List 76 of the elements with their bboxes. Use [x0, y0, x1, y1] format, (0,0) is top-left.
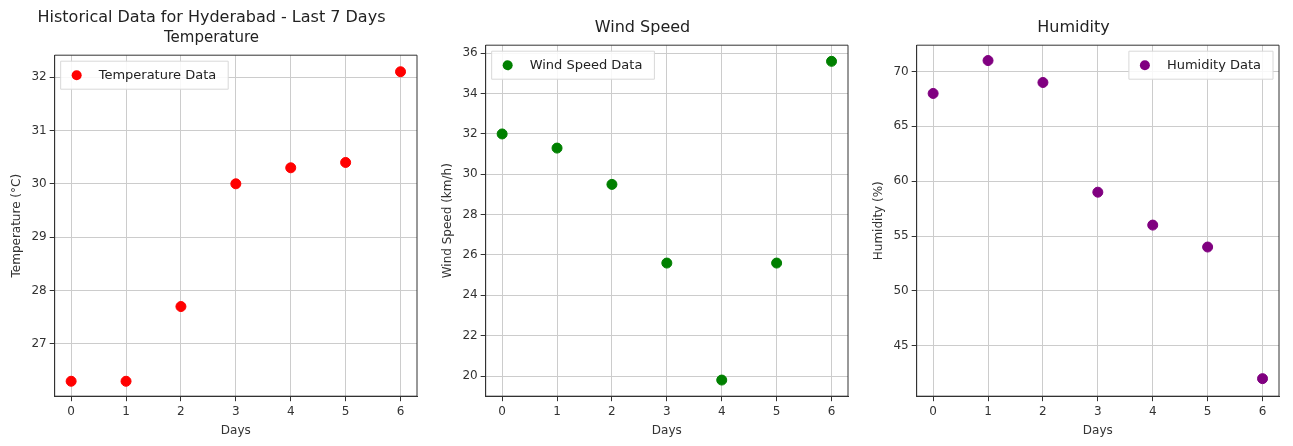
point	[395, 66, 407, 78]
point	[340, 156, 352, 168]
chart-subtitle: Temperature	[162, 28, 260, 47]
legend-label: Temperature Data	[97, 66, 217, 82]
chart-title: Humidity	[1037, 16, 1110, 36]
point	[1147, 219, 1159, 231]
x-tick-label: 1	[122, 403, 130, 418]
y-tick-label: 30	[462, 166, 478, 181]
legend-label: Humidity Data	[1166, 56, 1262, 72]
point	[661, 257, 673, 269]
y-axis-title: Wind Speed (km/h)	[440, 163, 455, 279]
point	[1037, 76, 1049, 88]
x-tick-label: 6	[1258, 403, 1267, 418]
x-tick-label: 3	[663, 403, 671, 418]
x-axis-title: Days	[220, 422, 251, 437]
x-tick-label: 3	[232, 403, 240, 418]
y-tick-label: 30	[31, 175, 47, 190]
point	[1202, 241, 1214, 253]
x-tick-label: 4	[717, 403, 726, 418]
y-tick-label: 28	[462, 206, 478, 221]
point	[285, 162, 297, 174]
x-tick-label: 5	[1203, 403, 1212, 418]
chart-title: Wind Speed	[594, 16, 691, 36]
y-axis-title: Humidity (%)	[871, 181, 886, 261]
point	[716, 374, 728, 386]
x-axis-title: Days	[1082, 422, 1113, 437]
y-tick-label: 65	[893, 118, 909, 133]
point	[826, 55, 838, 67]
y-tick-label: 27	[31, 336, 47, 351]
point	[551, 142, 563, 154]
y-tick-label: 22	[462, 327, 478, 342]
y-tick-label: 55	[893, 228, 909, 243]
chart-title: Historical Data for Hyderabad - Last 7 Days	[37, 6, 386, 26]
point	[65, 375, 77, 387]
x-tick-label: 6	[396, 403, 405, 418]
x-tick-label: 4	[286, 403, 295, 418]
y-tick-label: 26	[462, 247, 478, 262]
x-tick-label: 0	[498, 403, 506, 418]
y-tick-label: 28	[31, 282, 47, 297]
y-tick-label: 31	[31, 122, 47, 137]
point	[982, 55, 994, 67]
x-axis-title: Days	[651, 422, 682, 437]
point	[927, 87, 939, 99]
y-tick-label: 24	[462, 287, 478, 302]
y-tick-label: 34	[462, 85, 478, 100]
x-tick-label: 1	[553, 403, 561, 418]
x-tick-label: 0	[67, 403, 75, 418]
point	[606, 178, 618, 190]
point	[120, 375, 132, 387]
y-tick-label: 32	[31, 69, 47, 84]
x-tick-label: 2	[1039, 403, 1047, 418]
x-tick-label: 5	[341, 403, 350, 418]
y-tick-label: 50	[893, 283, 909, 298]
y-tick-label: 20	[462, 368, 478, 383]
y-tick-label: 29	[31, 229, 47, 244]
y-tick-label: 32	[462, 126, 478, 141]
x-tick-label: 6	[827, 403, 836, 418]
x-tick-label: 0	[929, 403, 937, 418]
point	[496, 128, 508, 140]
y-tick-label: 36	[462, 45, 478, 60]
x-tick-label: 4	[1148, 403, 1157, 418]
y-tick-label: 70	[893, 63, 909, 78]
x-tick-label: 5	[772, 403, 781, 418]
point	[230, 178, 242, 190]
y-tick-label: 45	[893, 337, 909, 352]
x-tick-label: 2	[177, 403, 185, 418]
point	[1092, 186, 1104, 198]
point	[175, 301, 187, 313]
y-axis-title: Temperature (°C)	[9, 173, 24, 279]
x-tick-label: 3	[1094, 403, 1102, 418]
y-tick-label: 60	[893, 173, 909, 188]
legend-label: Wind Speed Data	[529, 56, 643, 72]
point	[1257, 373, 1269, 385]
x-tick-label: 2	[608, 403, 616, 418]
point	[771, 257, 783, 269]
x-tick-label: 1	[984, 403, 992, 418]
